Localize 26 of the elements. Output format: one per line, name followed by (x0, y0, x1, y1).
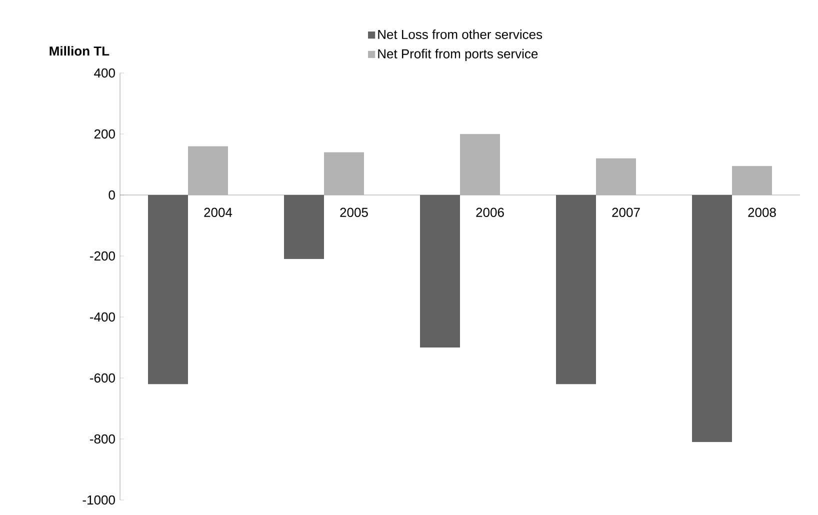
bar (556, 195, 596, 384)
y-tick-label: 200 (94, 129, 115, 139)
x-tick-label: 2005 (340, 208, 368, 217)
x-tick-label: 2006 (476, 208, 504, 217)
x-tick-label: 2007 (612, 208, 640, 217)
bar (188, 146, 228, 195)
bar (324, 152, 364, 195)
y-tick-label: -600 (90, 373, 115, 383)
bar (420, 195, 460, 348)
bar (148, 195, 188, 384)
y-axis-title: Million TL (50, 46, 110, 56)
x-tick-label: 2008 (748, 208, 776, 217)
y-tick-label: -400 (90, 312, 115, 322)
legend-label: Net Profit from ports service (378, 48, 538, 62)
x-tick-label: 2004 (204, 208, 232, 217)
bar (692, 195, 732, 442)
bar (460, 134, 500, 195)
y-tick-label: 0 (108, 190, 115, 200)
y-tick-label: -1000 (82, 495, 115, 505)
y-tick-label: -200 (90, 251, 115, 261)
bar (284, 195, 324, 260)
y-tick-label: -800 (90, 434, 115, 444)
legend-label: Net Loss from other services (378, 30, 542, 40)
bar (732, 166, 772, 195)
y-tick-label: 400 (94, 68, 115, 78)
bar (596, 158, 636, 195)
